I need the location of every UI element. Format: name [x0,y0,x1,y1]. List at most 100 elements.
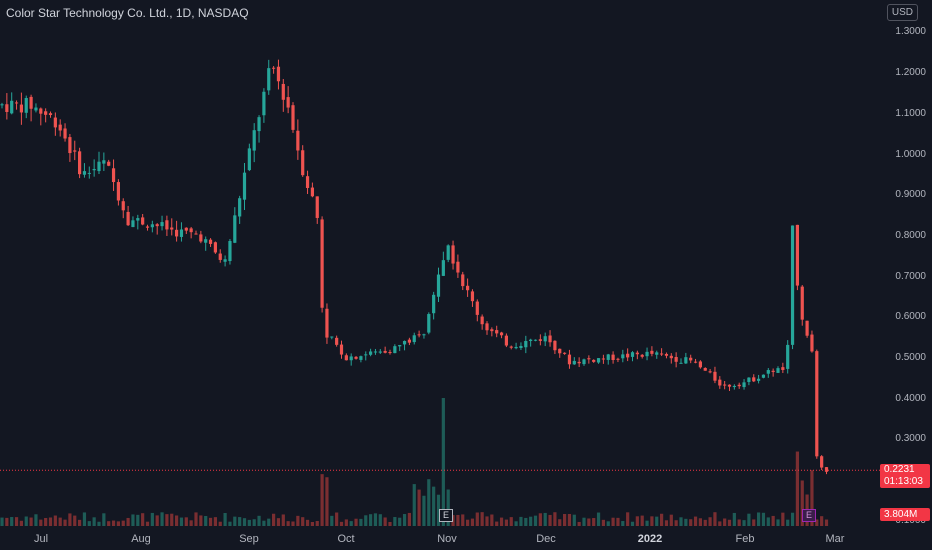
volume-bar [611,517,615,526]
volume-bar [558,519,562,526]
candle-up [776,368,780,373]
candle-down [781,367,785,370]
volume-bar [359,518,363,526]
candle-down [553,340,557,351]
candle-up [422,334,426,336]
volume-bar [587,518,591,526]
candle-up [24,97,28,113]
volume-bar [824,519,829,526]
volume-bar [233,516,237,526]
volume-bar [553,512,557,526]
volume-bar [655,516,659,526]
volume-bar [378,514,382,526]
dividend-marker[interactable]: E [802,509,816,522]
candle-up [519,345,523,348]
candle-up [373,351,378,353]
volume-bar [155,515,159,526]
candle-up [204,239,208,243]
candle-down [567,354,572,365]
candle-up [34,107,38,111]
candle-up [761,374,766,378]
time-axis-label: Nov [437,533,457,545]
candle-up [87,172,91,174]
volume-bar [718,521,722,526]
volume-bar [272,513,276,526]
candle-down [199,234,203,242]
volume-bar [184,517,188,526]
candle-up [606,354,610,360]
candle-up [524,340,528,348]
volume-bar [616,517,620,526]
candle-down [563,352,567,354]
candle-up [242,172,247,200]
earnings-marker[interactable]: E [439,509,453,522]
candle-up [369,351,373,355]
candle-down [107,161,111,166]
candle-down [417,334,421,336]
candle-down [635,352,639,355]
volume-bar [640,515,644,526]
volume-bar [39,519,43,526]
currency-badge[interactable]: USD [886,4,918,21]
price-axis-label: 0.5000 [895,352,926,363]
volume-bar [257,515,261,526]
volume-bar [412,484,416,526]
volume-bar [538,513,542,526]
volume-bar [82,512,87,526]
candle-down [155,224,159,227]
candle-up [630,352,635,357]
candle-down [68,137,72,154]
volume-bar [213,517,217,526]
candle-down [752,377,756,382]
volume-bar [281,514,285,526]
candle-down [771,370,775,372]
candle-down [213,242,217,253]
volume-bar [92,517,96,526]
price-axis-label: 0.7000 [895,271,926,282]
candle-up [247,148,251,171]
candle-up [572,360,576,365]
volume-bar [776,519,780,526]
candle-down [737,384,741,387]
volume-bar [621,521,625,526]
candle-down [669,355,673,359]
volume-bar [286,521,290,526]
candle-down [626,353,630,358]
volume-bar [0,517,4,526]
volume-bar [800,480,804,526]
candle-down [461,274,465,287]
candle-down [194,233,198,235]
volume-bar [723,518,727,526]
symbol-title[interactable]: Color Star Technology Co. Ltd., 1D, NASD… [6,6,249,20]
candle-down [660,353,664,355]
volume-bar [335,512,339,526]
candle-up [233,215,237,243]
volume-bar [466,519,470,526]
volume-bar [820,516,824,526]
volume-bar [679,517,683,526]
candle-up [150,224,154,228]
volume-bar [727,519,732,526]
candle-down [451,245,455,264]
volume-bar [344,519,348,526]
candle-down [145,226,150,228]
candle-up [223,259,227,262]
volume-bar [684,518,688,526]
candle-down [78,151,82,175]
volume-bar [461,514,465,526]
candle-down [698,361,702,368]
candle-down [383,350,387,353]
candle-down [310,187,314,197]
volume-bar [102,513,106,526]
candle-up [582,359,586,365]
volume-bar [572,514,576,526]
candle-down [703,367,707,371]
candle-down [805,320,809,336]
volume-bar [490,514,494,526]
volume-bar [87,521,91,526]
candle-down [19,104,23,113]
volume-bar [111,520,116,526]
candle-down [689,357,693,361]
volume-bar [427,479,431,526]
